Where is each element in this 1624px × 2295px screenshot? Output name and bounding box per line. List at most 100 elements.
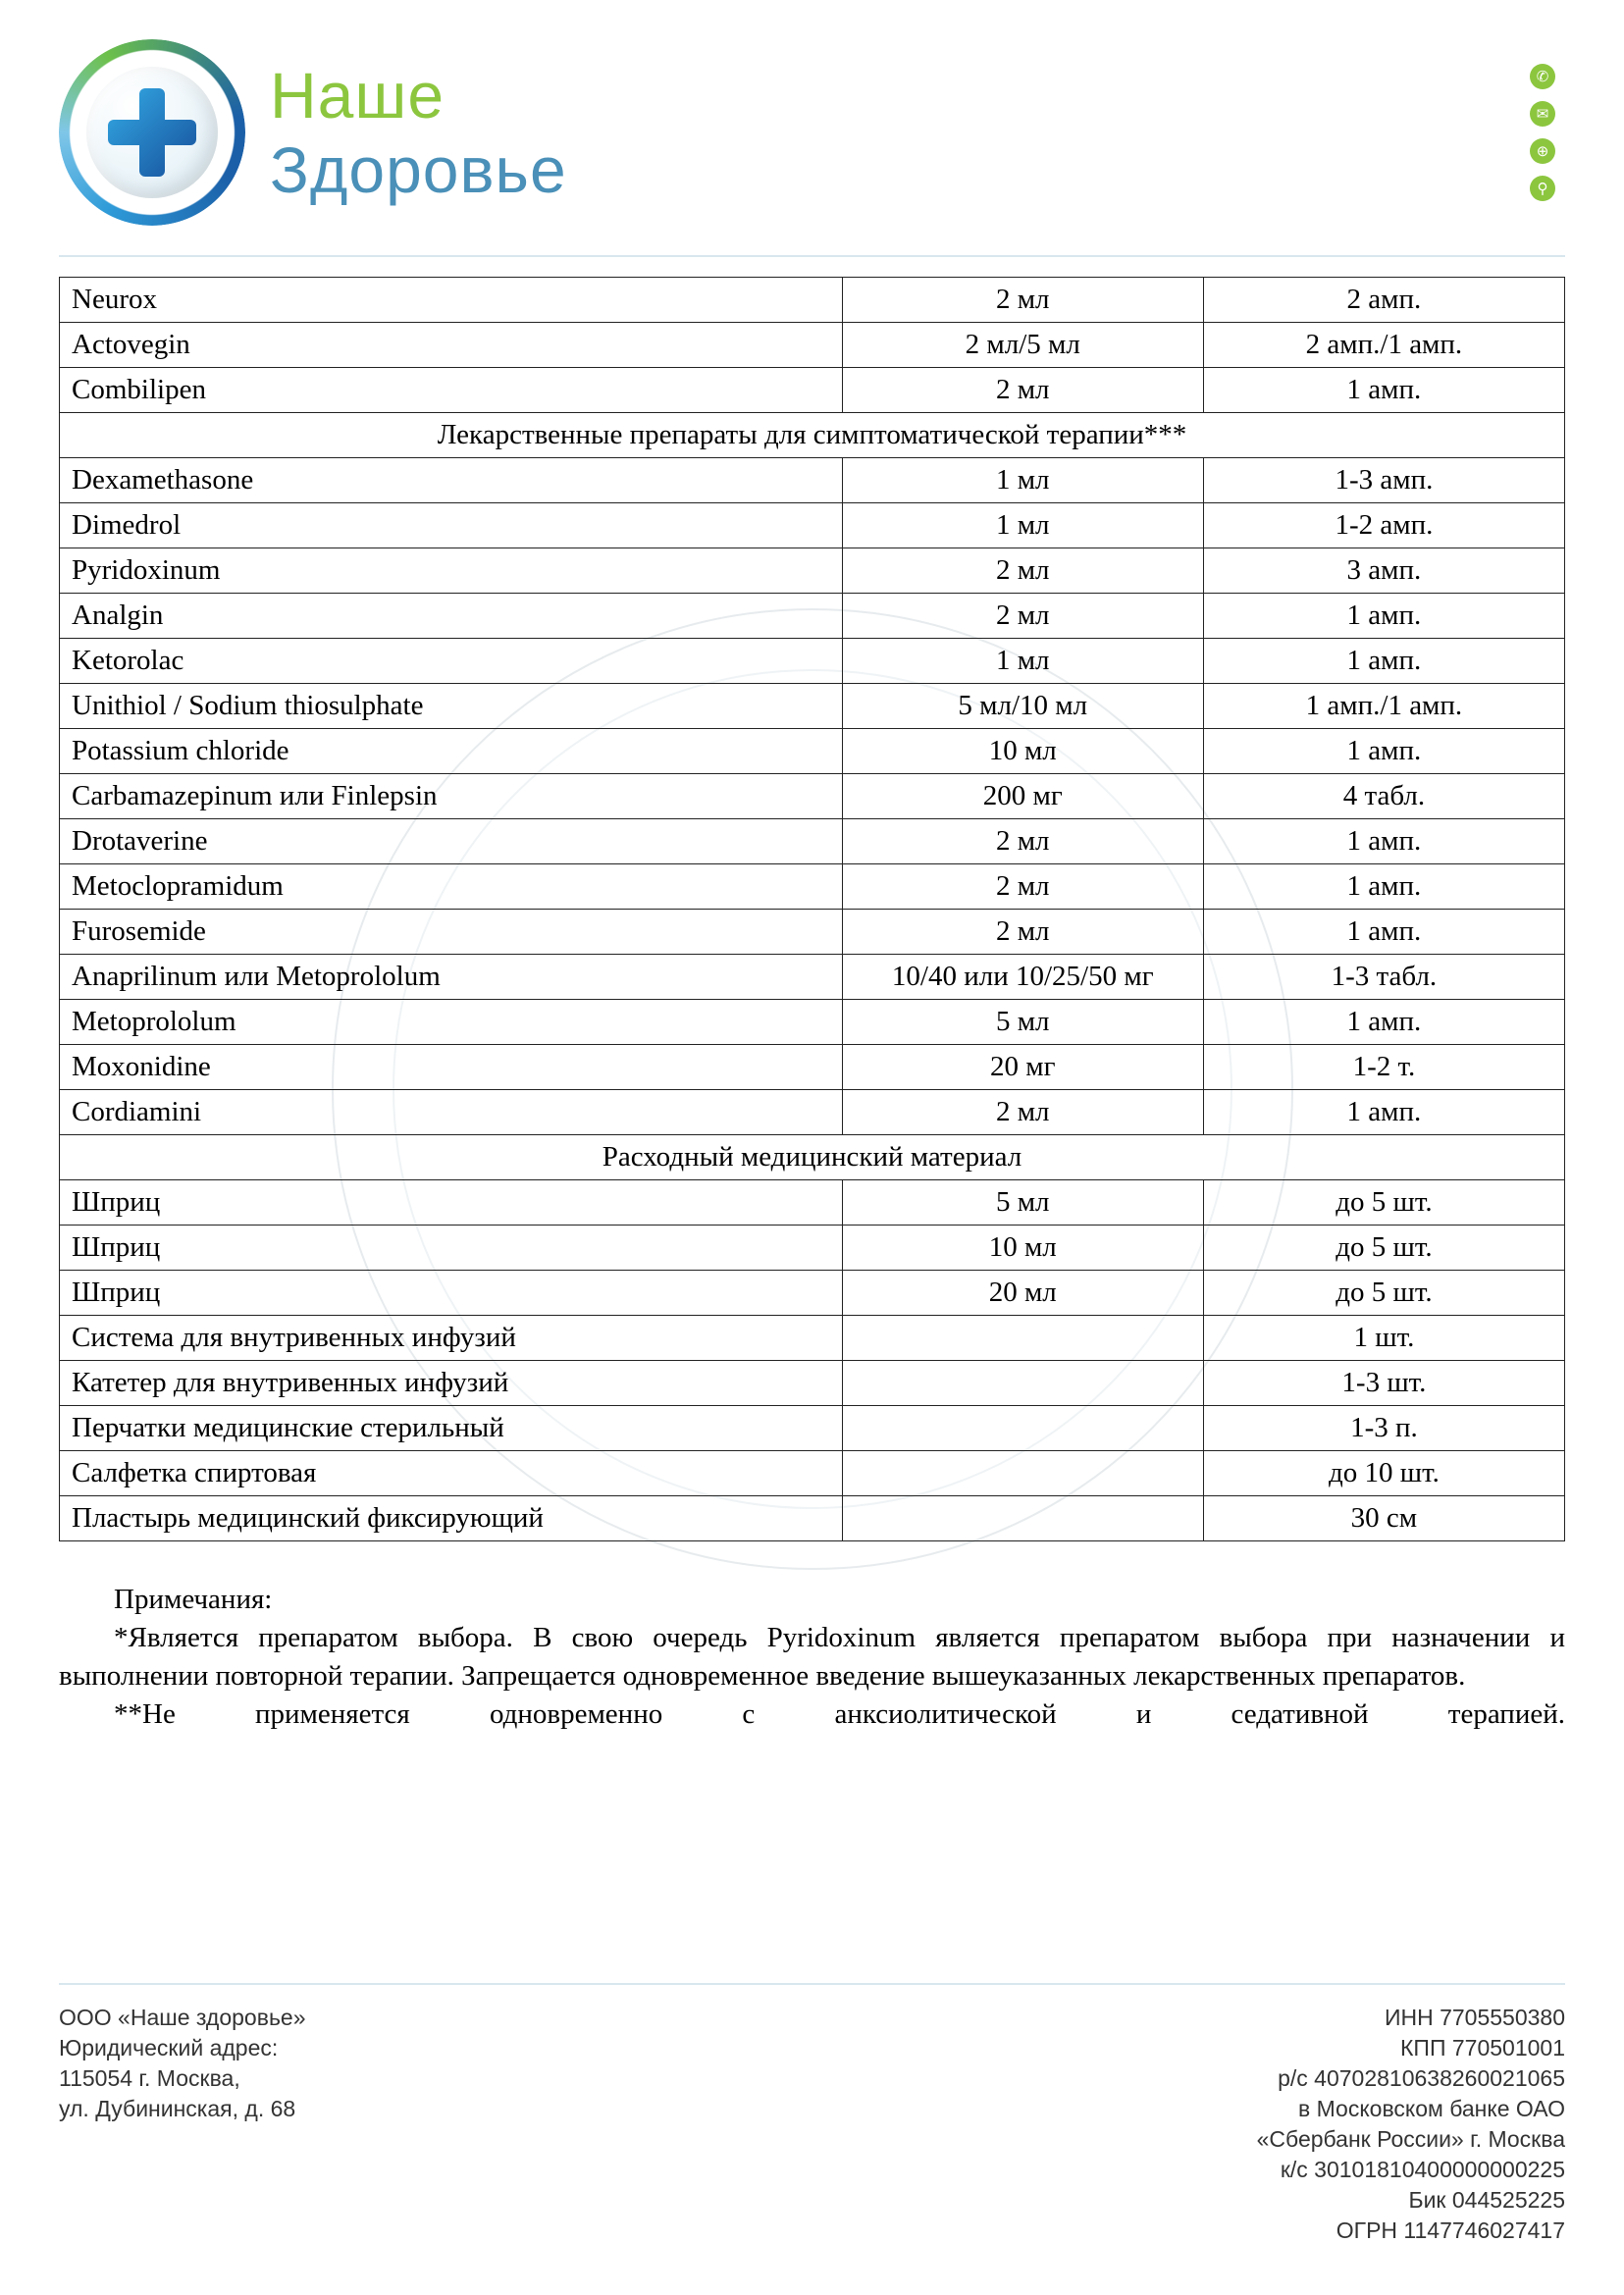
table-row: Neurox2 мл2 амп. [60,278,1565,323]
pin-icon: ⚲ [1530,176,1555,201]
cell-qty: 1 амп. [1203,368,1564,413]
brand-text: Наше Здоровье [270,58,567,207]
cell-dose: 1 мл [842,458,1203,503]
footer-right: ИНН 7705550380КПП 770501001р/с 407028106… [1257,2003,1565,2246]
notes-p1: *Является препаратом выбора. В свою очер… [59,1619,1565,1695]
cell-name: Dexamethasone [60,458,843,503]
cell-name: Drotaverine [60,819,843,864]
cell-dose: 200 мг [842,774,1203,819]
cell-dose: 10 мл [842,1226,1203,1271]
cell-dose [842,1316,1203,1361]
page-header: Наше Здоровье ✆ ✉ ⊕ ⚲ [59,39,1565,257]
cell-qty: до 5 шт. [1203,1271,1564,1316]
cell-name: Cordiamini [60,1090,843,1135]
footer-right-line: «Сбербанк России» г. Москва [1257,2124,1565,2155]
cell-dose: 5 мл/10 мл [842,684,1203,729]
cell-qty: 1-3 табл. [1203,955,1564,1000]
footer-right-line: р/с 40702810638260021065 [1257,2063,1565,2094]
cell-dose: 10/40 или 10/25/50 мг [842,955,1203,1000]
cell-name: Furosemide [60,910,843,955]
table-row: Шприц10 млдо 5 шт. [60,1226,1565,1271]
cell-qty: 1 амп. [1203,864,1564,910]
phone-icon: ✆ [1530,64,1555,89]
table-row: Metoprololum5 мл1 амп. [60,1000,1565,1045]
cell-dose: 20 мг [842,1045,1203,1090]
table-row: Катетер для внутривенных инфузий 1-3 шт. [60,1361,1565,1406]
brand-line1: Наше [270,58,567,132]
cell-name: Metoclopramidum [60,864,843,910]
cell-dose [842,1361,1203,1406]
cell-qty: 1 амп. [1203,819,1564,864]
cell-name: Салфетка спиртовая [60,1451,843,1496]
cell-name: Катетер для внутривенных инфузий [60,1361,843,1406]
contact-icons: ✆ ✉ ⊕ ⚲ [1530,64,1565,201]
cell-qty: 1-3 амп. [1203,458,1564,503]
table-row: Dimedrol1 мл1-2 амп. [60,503,1565,548]
footer-right-line: КПП 770501001 [1257,2033,1565,2063]
table-row: Furosemide2 мл1 амп. [60,910,1565,955]
table-section-header: Лекарственные препараты для симптоматиче… [60,413,1565,458]
cell-dose: 2 мл [842,548,1203,594]
table-row: Unithiol / Sodium thiosulphate5 мл/10 мл… [60,684,1565,729]
table-row: Шприц5 млдо 5 шт. [60,1180,1565,1226]
footer-left-line: ул. Дубининская, д. 68 [59,2094,306,2124]
table-row: Moxonidine20 мг1-2 т. [60,1045,1565,1090]
cell-name: Пластырь медицинский фиксирующий [60,1496,843,1541]
cell-dose [842,1496,1203,1541]
cell-qty: 1-2 т. [1203,1045,1564,1090]
cell-qty: до 10 шт. [1203,1451,1564,1496]
table-row: Actovegin2 мл/5 мл2 амп./1 амп. [60,323,1565,368]
globe-icon: ⊕ [1530,138,1555,164]
cell-dose: 1 мл [842,639,1203,684]
table-section-header: Расходный медицинский материал [60,1135,1565,1180]
cell-qty: 2 амп. [1203,278,1564,323]
cell-dose: 20 мл [842,1271,1203,1316]
table-row: Drotaverine2 мл1 амп. [60,819,1565,864]
cell-qty: 1 амп. [1203,729,1564,774]
table-row: Система для внутривенных инфузий 1 шт. [60,1316,1565,1361]
table-row: Перчатки медицинские стерильный1-3 п. [60,1406,1565,1451]
footer-right-line: ИНН 7705550380 [1257,2003,1565,2033]
cell-name: Carbamazepinum или Finlepsin [60,774,843,819]
cell-qty: до 5 шт. [1203,1180,1564,1226]
cell-dose: 5 мл [842,1000,1203,1045]
cell-qty: до 5 шт. [1203,1226,1564,1271]
footer-left-line: Юридический адрес: [59,2033,306,2063]
cell-name: Шприц [60,1271,843,1316]
table-row: Carbamazepinum или Finlepsin200 мг4 табл… [60,774,1565,819]
footer-left-line: 115054 г. Москва, [59,2063,306,2094]
cell-dose: 2 мл/5 мл [842,323,1203,368]
cell-name: Analgin [60,594,843,639]
cell-qty: 1-2 амп. [1203,503,1564,548]
cell-name: Potassium chloride [60,729,843,774]
page-footer: ООО «Наше здоровье»Юридический адрес:115… [59,1983,1565,2246]
cell-name: Unithiol / Sodium thiosulphate [60,684,843,729]
cell-qty: 1 амп. [1203,1000,1564,1045]
table-row: Салфетка спиртовая до 10 шт. [60,1451,1565,1496]
cell-name: Combilipen [60,368,843,413]
cell-dose: 2 мл [842,1090,1203,1135]
cell-name: Система для внутривенных инфузий [60,1316,843,1361]
cell-name: Шприц [60,1226,843,1271]
cell-qty: 1 амп. [1203,594,1564,639]
cell-qty: 1 амп. [1203,910,1564,955]
cell-qty: 1 амп./1 амп. [1203,684,1564,729]
table-row: Metoclopramidum2 мл1 амп. [60,864,1565,910]
table-row: Cordiamini2 мл1 амп. [60,1090,1565,1135]
cell-qty: 4 табл. [1203,774,1564,819]
table-row: Potassium chloride10 мл1 амп. [60,729,1565,774]
cell-qty: 1-3 шт. [1203,1361,1564,1406]
cell-qty: 1 амп. [1203,639,1564,684]
cell-name: Шприц [60,1180,843,1226]
cell-name: Anaprilinum или Metoprololum [60,955,843,1000]
cell-name: Перчатки медицинские стерильный [60,1406,843,1451]
notes-p2: **Не применяется одновременно с анксиоли… [59,1695,1565,1734]
logo-block: Наше Здоровье [59,39,567,226]
cell-dose: 1 мл [842,503,1203,548]
cell-name: Dimedrol [60,503,843,548]
cell-dose: 2 мл [842,594,1203,639]
medical-cross-icon [108,88,196,177]
table-row: Dexamethasone1 мл1-3 амп. [60,458,1565,503]
cell-qty: 1 шт. [1203,1316,1564,1361]
cell-name: Pyridoxinum [60,548,843,594]
